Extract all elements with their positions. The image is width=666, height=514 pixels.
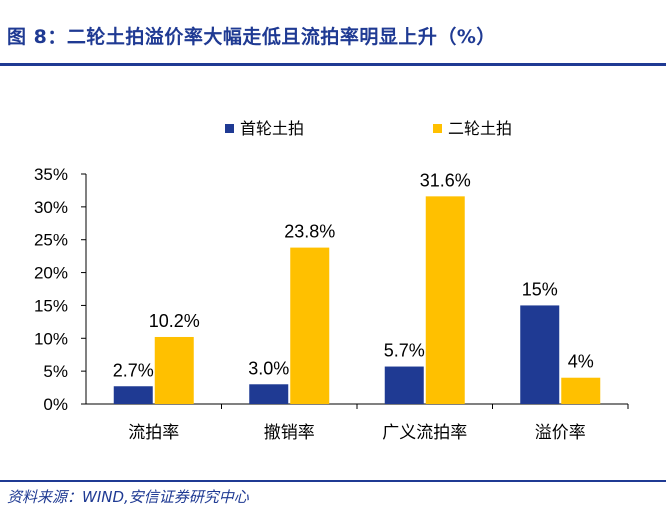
y-tick-label: 0% [43, 395, 68, 414]
bar [249, 384, 289, 404]
y-tick-label: 10% [34, 329, 68, 348]
title-rule [0, 63, 666, 66]
bar-chart: 首轮土拍 二轮土拍 0% 5% 10% 15% 20% 25% 30% 35% 流拍率 撤销率 广义流… [34, 119, 629, 443]
source-rule [0, 480, 666, 482]
bar [425, 196, 465, 404]
bar [561, 377, 601, 404]
data-label: 23.8% [284, 222, 335, 242]
legend: 首轮土拍 二轮土拍 [225, 119, 512, 138]
legend-label: 二轮土拍 [448, 119, 512, 138]
data-label: 3.0% [248, 358, 289, 378]
x-category-label: 广义流拍率 [382, 423, 467, 443]
y-tick-label: 25% [34, 231, 68, 250]
data-label: 10.2% [149, 311, 200, 331]
bar [384, 366, 424, 404]
x-category-label: 撤销率 [264, 423, 315, 443]
x-category-label: 溢价率 [535, 423, 586, 443]
bar [113, 386, 153, 404]
source-note: 资料来源：WIND,安信证券研究中心 [7, 488, 249, 506]
y-tick-label: 35% [34, 165, 68, 184]
bar [154, 336, 194, 404]
data-label: 15% [522, 279, 558, 299]
y-tick-label: 15% [34, 296, 68, 315]
legend-label: 首轮土拍 [240, 119, 304, 138]
legend-swatch [433, 124, 442, 133]
data-label: 5.7% [384, 341, 425, 361]
y-tick-label: 5% [43, 362, 68, 381]
y-tick-label: 20% [34, 264, 68, 283]
axes: 0% 5% 10% 15% 20% 25% 30% 35% 流拍率 撤销率 广义流拍率 溢价率 [34, 165, 629, 443]
chart-title: 图 8：二轮土拍溢价率大幅走低且流拍率明显上升（%） [7, 26, 496, 48]
bar [520, 305, 560, 404]
data-label: 31.6% [420, 170, 471, 190]
bars [113, 196, 601, 404]
x-category-label: 流拍率 [128, 423, 179, 443]
data-label: 4% [568, 352, 594, 372]
y-tick-label: 30% [34, 198, 68, 217]
bar [290, 247, 330, 404]
data-labels: 2.7% 10.2% 3.0% 23.8% 5.7% 31.6% 15% 4% [113, 170, 594, 380]
legend-swatch [225, 124, 234, 133]
data-label: 2.7% [113, 360, 154, 380]
